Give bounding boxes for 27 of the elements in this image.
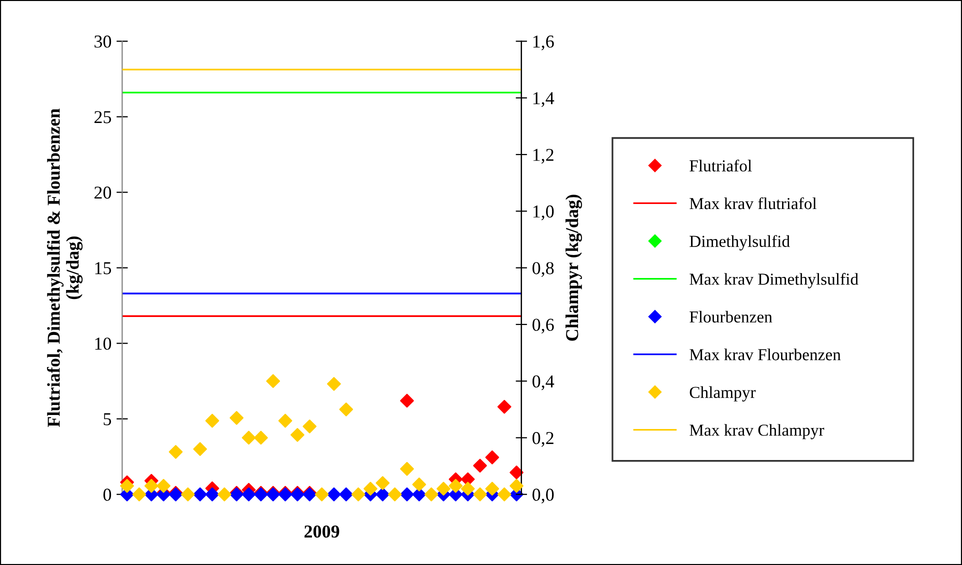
- legend-label: Max krav flutriafol: [690, 197, 817, 210]
- y-tick-label: 5: [104, 413, 112, 426]
- y2-tick-label: 1,0: [533, 205, 554, 220]
- x-axis-title: 2009: [304, 525, 340, 538]
- y-tick-label: 10: [95, 338, 112, 350]
- legend-label: Chlampyr: [690, 386, 756, 402]
- y-tick-label: 25: [94, 111, 112, 124]
- legend-label: Flourbenzen: [690, 310, 772, 323]
- y-axis-title: Flutriafol, Dimethylsulfid & Flourbenzen (kg/dag): [46, 108, 83, 427]
- y2-tick-label: 0,2: [532, 432, 554, 447]
- y-tick-label: 20: [94, 186, 112, 199]
- y2-axis-title: Chlampyr (kg/dag): [566, 194, 582, 341]
- legend-label: Max krav Dimethylsulfid: [690, 272, 858, 288]
- y2-tick-label: 0,4: [532, 375, 554, 390]
- legend-label: Max krav Chlampyr: [690, 424, 824, 440]
- y-tick-label: 0: [103, 488, 112, 501]
- y2-tick-label: 1,6: [533, 36, 554, 50]
- y2-tick-label: 0,0: [532, 488, 554, 504]
- y2-tick-label: 0,6: [532, 318, 554, 334]
- y-tick-label: 15: [95, 262, 112, 274]
- y-tick-label: 30: [94, 36, 112, 48]
- legend-label: Max krav Flourbenzen: [690, 348, 841, 360]
- legend-label: Dimethylsulfid: [690, 235, 790, 250]
- legend-label: Flutriafol: [690, 160, 752, 172]
- y2-tick-label: 1,4: [533, 92, 554, 107]
- y2-tick-label: 0,8: [532, 262, 554, 277]
- y2-tick-label: 1,2: [533, 148, 554, 164]
